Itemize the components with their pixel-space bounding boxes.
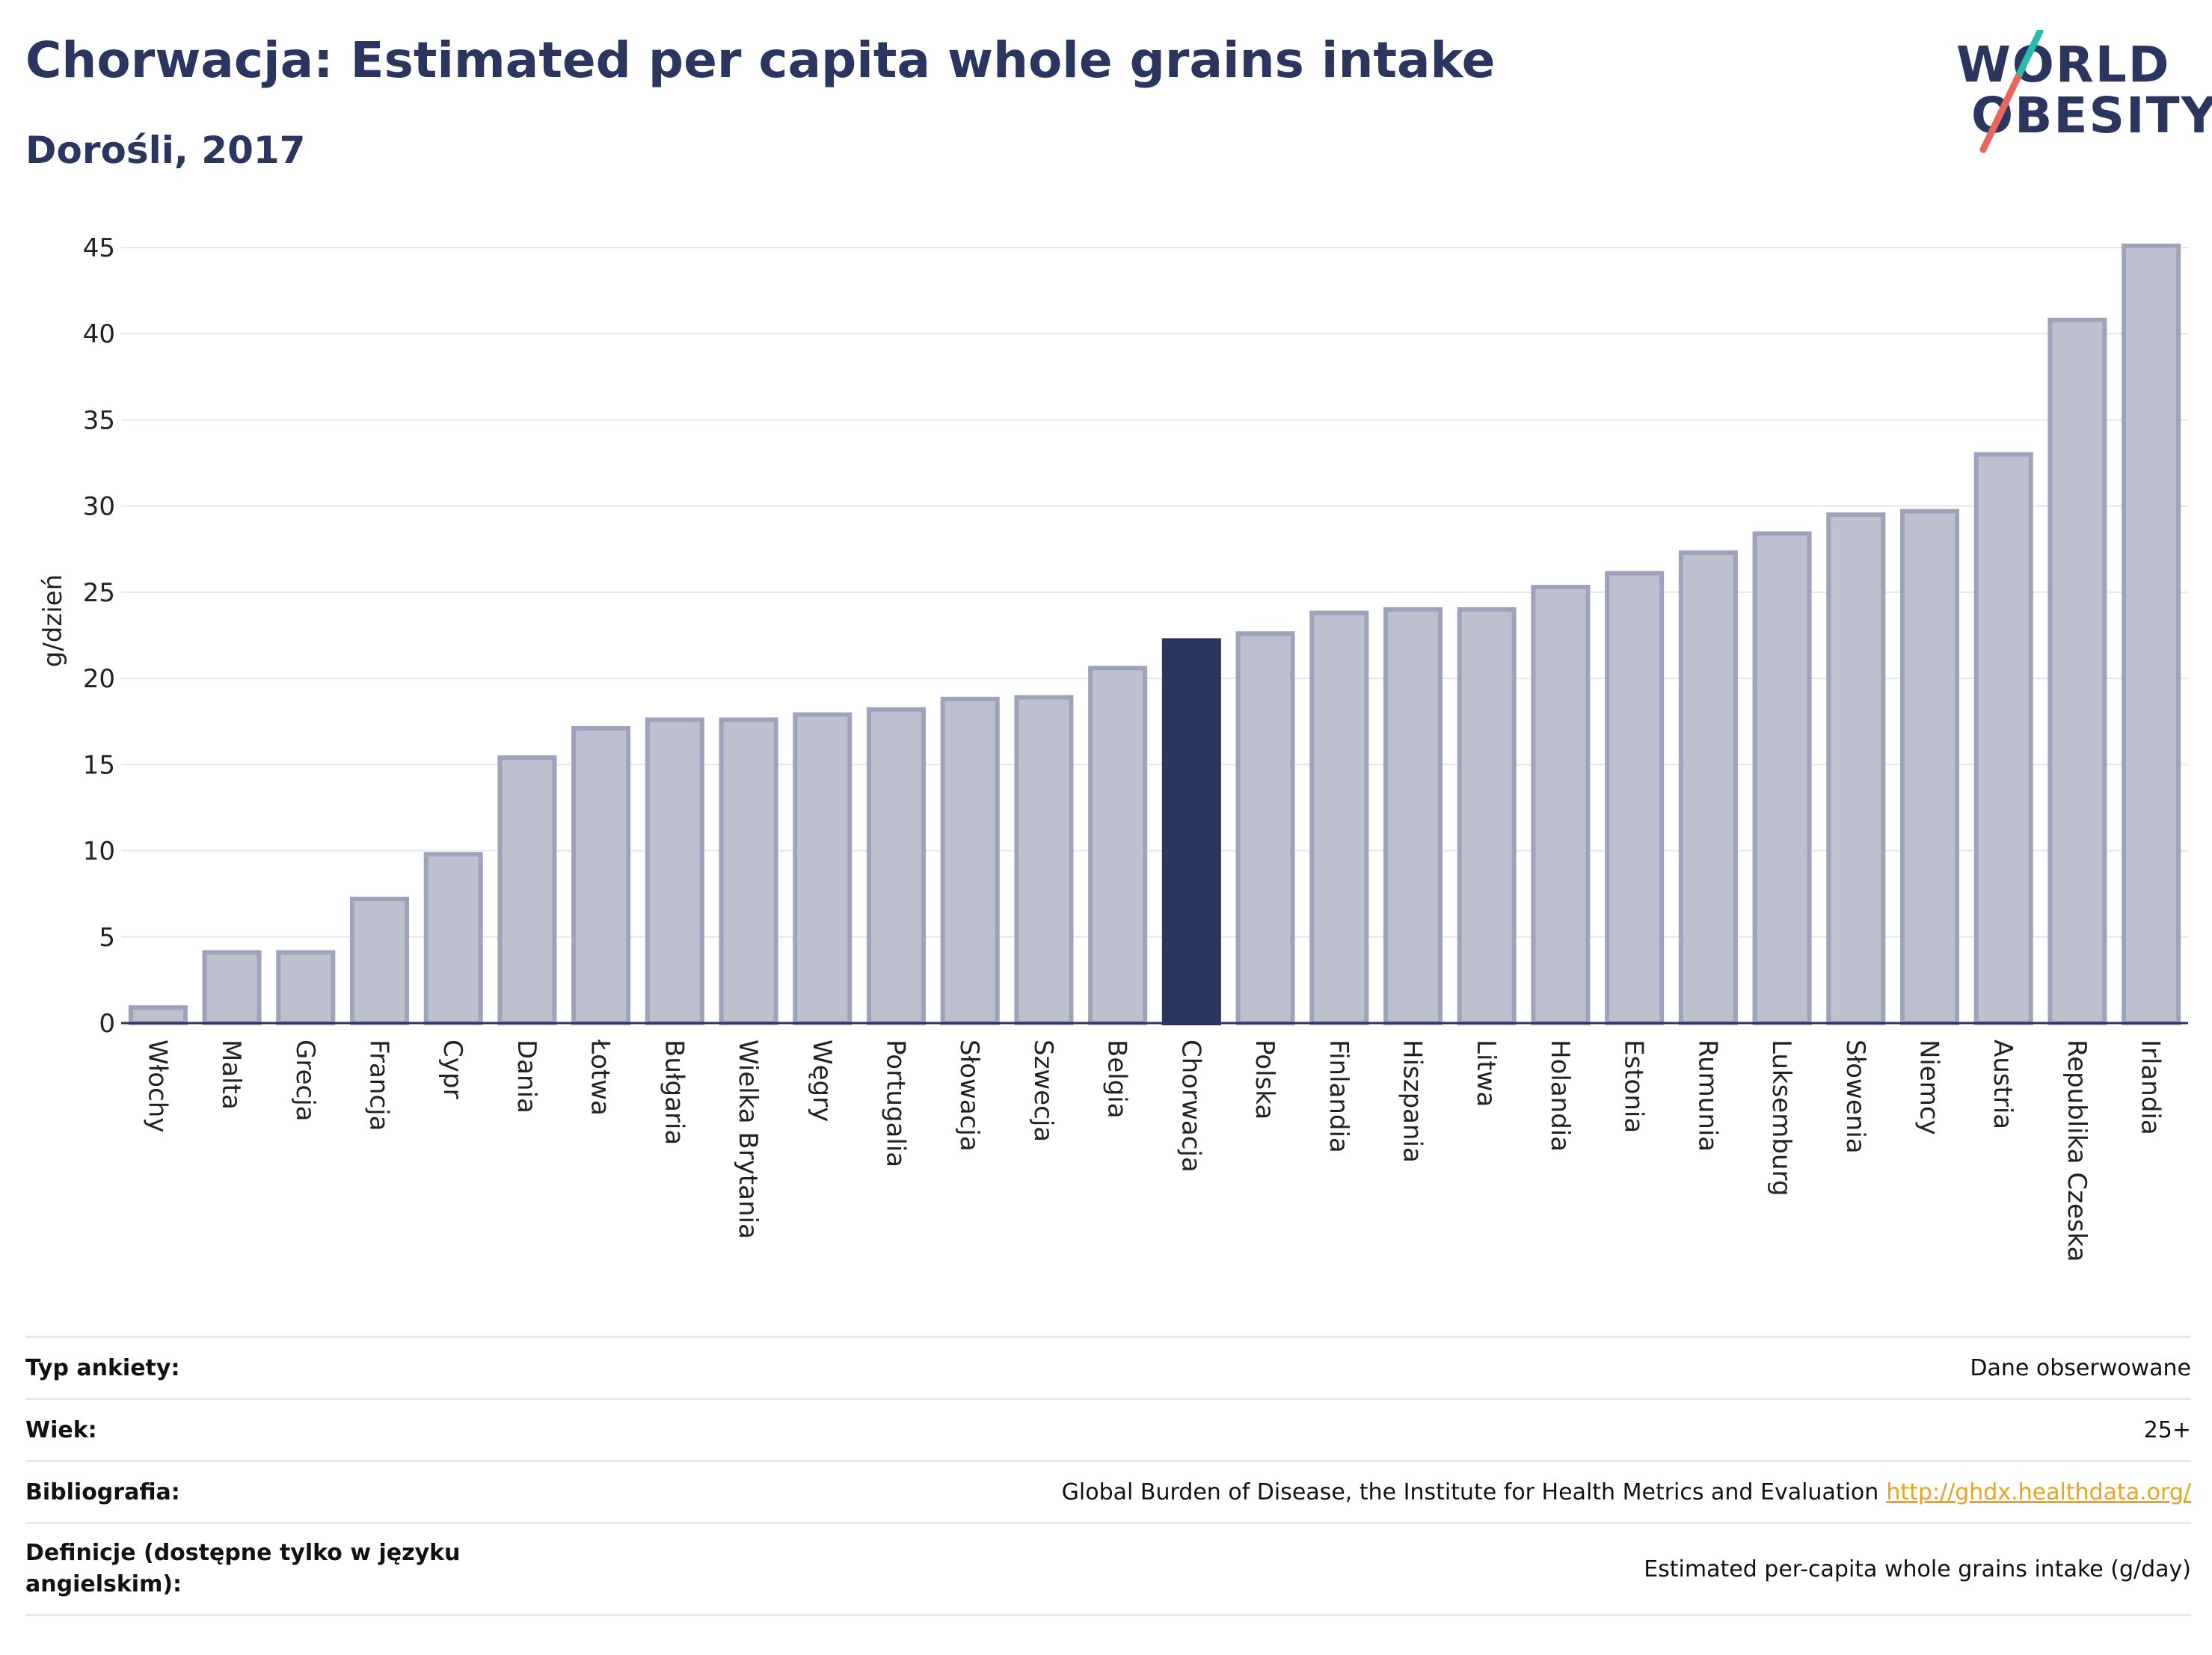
x-tick-label: Grecja — [290, 1040, 320, 1121]
x-tick-label: Finlandia — [1324, 1040, 1354, 1153]
x-tick-label: Litwa — [1471, 1040, 1501, 1107]
bar — [1309, 610, 1369, 1025]
chart-subtitle: Dorośli, 2017 — [25, 129, 306, 172]
y-tick-label: 0 — [99, 1009, 115, 1039]
bars — [128, 243, 2181, 1026]
info-value: Dane obserwowane — [1970, 1354, 2191, 1381]
y-tick-labels: 0 5 10 15 20 25 30 35 40 45 — [83, 233, 115, 1039]
bar — [128, 1005, 188, 1026]
bar — [1752, 531, 1812, 1025]
bar — [1531, 584, 1591, 1025]
bar — [1605, 571, 1665, 1026]
x-tick-label: Włochy — [142, 1040, 172, 1132]
bar — [202, 950, 262, 1025]
y-tick-label: 45 — [83, 233, 115, 263]
bar — [571, 725, 631, 1025]
info-table: Typ ankiety: Dane obserwowane Wiek: 25+ … — [25, 1336, 2191, 1616]
x-tick-label: Łotwa — [586, 1039, 615, 1116]
x-tick-label: Bułgaria — [659, 1040, 689, 1145]
bar — [940, 696, 1000, 1026]
bar — [1899, 509, 1960, 1025]
x-tick-label: Republika Czeska — [2062, 1040, 2092, 1262]
x-tick-label: Austria — [1988, 1040, 2018, 1129]
bar-highlighted — [1161, 638, 1221, 1025]
x-tick-label: Słowacja — [954, 1040, 984, 1152]
y-tick-label: 30 — [83, 492, 115, 522]
bar — [1678, 550, 1738, 1025]
x-tick-label: Dania — [511, 1040, 541, 1114]
bar — [1826, 512, 1886, 1025]
bar — [793, 712, 852, 1025]
y-tick-label: 35 — [83, 405, 115, 435]
bar — [497, 755, 557, 1025]
x-tick-labels: Włochy Malta Grecja Francja Cypr Dania Łotwa Bu… — [142, 1039, 2165, 1262]
bar — [349, 897, 410, 1026]
x-tick-label: Malta — [216, 1040, 246, 1110]
logo-line-1: WORLD — [1956, 36, 2171, 93]
world-obesity-logo: WORLD OBESITY — [1944, 30, 2212, 157]
x-tick-label: Węgry — [807, 1040, 837, 1122]
x-tick-label: Estonia — [1619, 1040, 1649, 1133]
y-tick-label: 5 — [99, 923, 115, 953]
x-tick-label: Niemcy — [1914, 1040, 1944, 1135]
bar — [866, 707, 927, 1025]
bar — [645, 717, 704, 1025]
x-tick-label: Holandia — [1545, 1040, 1575, 1152]
x-tick-label: Hiszpania — [1398, 1040, 1428, 1163]
y-tick-label: 20 — [83, 664, 115, 694]
x-tick-label: Rumunia — [1692, 1040, 1722, 1152]
info-label: Bibliografia: — [25, 1479, 180, 1505]
info-value: Estimated per-capita whole grains intake… — [1644, 1556, 2191, 1582]
info-label: Typ ankiety: — [25, 1354, 180, 1381]
x-tick-label: Francja — [364, 1040, 394, 1131]
x-tick-label: Portugalia — [881, 1040, 911, 1167]
info-label: Wiek: — [25, 1416, 97, 1443]
bar — [1973, 452, 2033, 1025]
info-row-survey-type: Typ ankiety: Dane obserwowane — [25, 1336, 2191, 1398]
info-value: Global Burden of Disease, the Institute … — [1062, 1479, 2191, 1505]
bibliography-text: Global Burden of Disease, the Institute … — [1061, 1479, 1879, 1505]
x-tick-label: Słowenia — [1840, 1040, 1870, 1154]
y-tick-label: 15 — [83, 750, 115, 780]
x-tick-label: Wielka Brytania — [733, 1040, 763, 1239]
bar — [1383, 607, 1443, 1025]
x-tick-label: Luksemburg — [1766, 1040, 1796, 1196]
y-tick-label: 25 — [83, 578, 115, 608]
y-axis-label: g/dzień — [38, 574, 68, 667]
info-label: Definicje (dostępne tylko w języku angie… — [25, 1540, 461, 1597]
x-tick-label: Belgia — [1102, 1040, 1132, 1119]
y-tick-label: 40 — [83, 319, 115, 349]
chart-title: Chorwacja: Estimated per capita whole gr… — [25, 31, 1496, 89]
bibliography-link[interactable]: http://ghdx.healthdata.org/ — [1886, 1479, 2191, 1505]
logo-slash-icon — [1979, 30, 2044, 153]
info-value: 25+ — [2143, 1416, 2191, 1443]
x-tick-label: Polska — [1250, 1040, 1279, 1120]
bar — [2122, 243, 2181, 1025]
bar — [2047, 317, 2107, 1025]
bar — [1235, 631, 1295, 1025]
x-tick-label: Cypr — [437, 1040, 467, 1099]
bar — [276, 950, 336, 1025]
bar-chart: 0 5 10 15 20 25 30 35 40 45 Włochy Malta Grecja Fran… — [38, 233, 2188, 1262]
bar — [719, 717, 778, 1025]
bar — [1457, 607, 1517, 1025]
bar — [423, 852, 483, 1025]
x-tick-label: Szwecja — [1028, 1040, 1058, 1142]
x-tick-label: Irlandia — [2136, 1040, 2166, 1135]
info-row-definitions: Definicje (dostępne tylko w języku angie… — [25, 1522, 2191, 1616]
info-row-age: Wiek: 25+ — [25, 1398, 2191, 1460]
bar — [1014, 695, 1074, 1026]
y-tick-label: 10 — [83, 837, 115, 867]
bar — [1088, 666, 1148, 1025]
info-row-bibliography: Bibliografia: Global Burden of Disease, … — [25, 1460, 2191, 1522]
x-tick-label: Chorwacja — [1176, 1040, 1205, 1173]
